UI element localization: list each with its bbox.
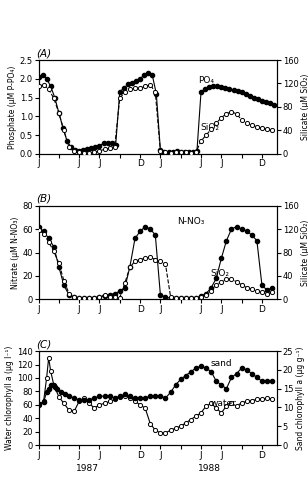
Text: (B): (B) [36,194,51,203]
Y-axis label: Silicate (μM SiO₂): Silicate (μM SiO₂) [302,220,308,286]
Text: SiO₂: SiO₂ [210,269,229,278]
Text: (C): (C) [36,339,51,349]
Text: SiO₂: SiO₂ [201,124,220,132]
Y-axis label: Water chlorophyll a (μg l⁻¹): Water chlorophyll a (μg l⁻¹) [6,346,14,450]
Text: 1987: 1987 [76,464,99,473]
Y-axis label: Silicate (μM SiO₂): Silicate (μM SiO₂) [302,74,308,140]
Y-axis label: Phosphate (μM P-PO₄): Phosphate (μM P-PO₄) [8,66,17,148]
Text: N-NO₃: N-NO₃ [177,218,204,226]
Text: sand: sand [210,359,232,368]
Y-axis label: Sand chlorophyll a (μg g⁻¹): Sand chlorophyll a (μg g⁻¹) [296,346,305,450]
Text: water: water [210,398,236,407]
Text: (A): (A) [36,48,51,58]
Y-axis label: Nitrate (μM N-NO₃): Nitrate (μM N-NO₃) [10,216,19,288]
Text: 1988: 1988 [198,464,221,473]
Text: PO₄: PO₄ [198,76,214,84]
